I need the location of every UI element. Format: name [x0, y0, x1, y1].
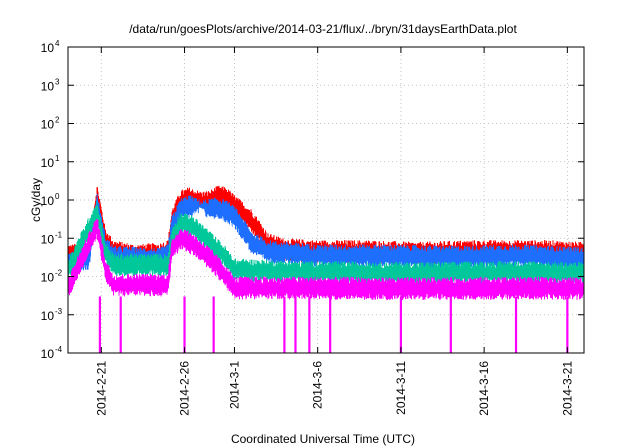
y-tick-label: 10 — [41, 118, 55, 132]
x-tick-label: 2014-2-21 — [94, 361, 108, 416]
y-tick-label: 10 — [41, 79, 55, 93]
y-tick-exponent: 3 — [55, 77, 60, 86]
x-tick-label: 2014-3-6 — [311, 361, 325, 409]
y-tick-label: 10 — [41, 232, 55, 246]
x-tick-label: 2014-3-16 — [477, 361, 491, 416]
plot-frame — [67, 46, 585, 354]
grid — [68, 47, 584, 353]
y-tick-exponent: 0 — [55, 192, 60, 201]
y-tick-exponent: -3 — [55, 307, 63, 316]
y-tick-exponent: 2 — [55, 116, 60, 125]
y-axis-label: cGy/day — [29, 178, 43, 222]
data-series — [67, 185, 585, 353]
y-tick-exponent: -2 — [55, 269, 63, 278]
x-tick-label: 2014-3-11 — [394, 361, 408, 415]
y-tick-label: 10 — [41, 347, 55, 361]
chart-title: /data/run/goesPlots/archive/2014-03-21/f… — [129, 22, 517, 36]
x-tick-label: 2014-3-1 — [227, 361, 241, 409]
y-tick-label: 10 — [41, 194, 55, 208]
y-tick-label: 10 — [41, 309, 55, 323]
y-tick-exponent: 4 — [55, 39, 60, 48]
y-tick-label: 10 — [41, 156, 55, 170]
x-tick-label: 2014-2-26 — [178, 361, 192, 416]
y-tick-exponent: -1 — [55, 230, 63, 239]
y-tick-label: 10 — [41, 41, 55, 55]
x-tick-label: 2014-3-21 — [560, 361, 574, 416]
x-axis-label: Coordinated Universal Time (UTC) — [231, 432, 415, 446]
y-tick-exponent: 1 — [55, 154, 60, 163]
y-tick-label: 10 — [41, 271, 55, 285]
y-tick-exponent: -4 — [55, 345, 63, 354]
